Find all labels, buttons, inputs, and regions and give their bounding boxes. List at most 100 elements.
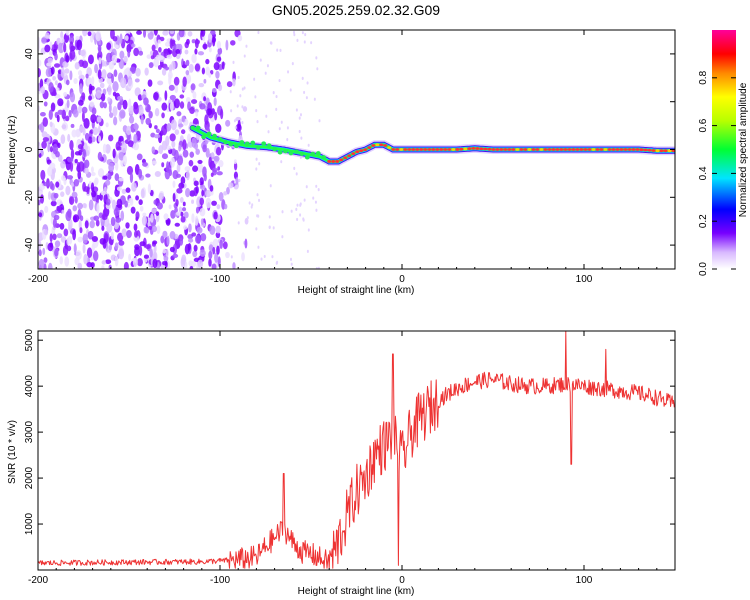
noise-speckle — [119, 50, 125, 59]
colorbar-tick-label: 0.0 — [698, 262, 709, 276]
noise-speckle — [256, 193, 259, 197]
noise-speckle — [214, 111, 218, 121]
signal-peak-dot — [228, 141, 234, 147]
noise-speckle — [114, 242, 119, 250]
noise-speckle — [42, 137, 50, 142]
noise-speckle — [74, 196, 78, 204]
noise-speckle — [241, 121, 244, 125]
noise-speckle — [181, 115, 186, 123]
noise-speckle — [105, 259, 112, 265]
signal-peak-dot — [447, 148, 452, 151]
noise-speckle — [272, 226, 275, 230]
signal-peak-dot — [651, 149, 656, 152]
noise-speckle — [112, 81, 119, 92]
noise-speckle — [47, 166, 53, 177]
signal-peak-dot — [579, 148, 584, 151]
noise-speckle — [124, 35, 129, 41]
noise-speckle — [237, 119, 241, 131]
signal-peak-dot — [615, 148, 620, 151]
noise-speckle — [48, 82, 54, 93]
noise-speckle — [306, 81, 309, 85]
noise-speckle — [256, 120, 259, 124]
noise-speckle — [84, 220, 89, 229]
noise-speckle — [246, 216, 249, 220]
noise-speckle — [317, 188, 320, 192]
noise-speckle — [161, 140, 168, 151]
signal-peak-dot — [543, 148, 548, 151]
noise-speckle — [164, 41, 170, 47]
y-tick-label: 0 — [24, 146, 35, 152]
noise-speckle — [97, 69, 102, 80]
noise-speckle — [123, 261, 129, 269]
noise-speckle — [238, 178, 241, 183]
noise-speckle — [233, 161, 238, 171]
noise-speckle — [213, 211, 218, 220]
noise-speckle — [127, 75, 132, 87]
noise-speckle — [52, 218, 57, 228]
noise-speckle — [150, 55, 155, 60]
y-tick-label: 3000 — [24, 421, 35, 444]
noise-speckle — [90, 113, 97, 124]
noise-speckle — [239, 94, 242, 98]
noise-speckle — [242, 106, 248, 112]
noise-speckle — [179, 197, 184, 204]
signal-peak-dot — [603, 148, 608, 151]
noise-speckle — [82, 149, 87, 158]
noise-speckle — [89, 101, 95, 107]
noise-speckle — [128, 253, 132, 262]
noise-speckle — [208, 250, 213, 260]
noise-speckle — [82, 202, 87, 209]
noise-speckle — [102, 238, 107, 249]
noise-speckle — [303, 90, 306, 95]
noise-speckle — [233, 119, 236, 123]
noise-speckle — [69, 49, 76, 60]
signal-peak-dot — [559, 148, 564, 151]
noise-speckle — [122, 99, 128, 110]
noise-speckle — [182, 201, 186, 207]
signal-peak-dot — [583, 148, 588, 151]
noise-speckle — [63, 228, 69, 237]
noise-speckle — [100, 93, 106, 102]
noise-speckle — [98, 57, 102, 65]
noise-speckle — [108, 61, 115, 70]
noise-speckle — [228, 182, 234, 189]
noise-speckle — [215, 123, 222, 134]
noise-speckle — [145, 117, 151, 125]
noise-speckle — [136, 153, 143, 161]
noise-speckle — [208, 47, 212, 53]
noise-speckle — [211, 263, 217, 269]
noise-speckle — [87, 230, 94, 240]
noise-speckle — [142, 162, 148, 167]
noise-speckle — [110, 231, 115, 240]
noise-speckle — [264, 71, 267, 75]
noise-speckle — [88, 54, 94, 65]
noise-speckle — [229, 90, 232, 94]
noise-speckle — [103, 102, 107, 109]
noise-speckle — [172, 253, 179, 259]
noise-speckle — [208, 244, 214, 252]
noise-speckle — [199, 103, 206, 110]
noise-speckle — [116, 198, 123, 209]
noise-speckle — [193, 244, 198, 252]
noise-speckle — [189, 106, 195, 114]
signal-peak-dot — [619, 148, 624, 151]
noise-speckle — [40, 169, 46, 181]
noise-speckle — [127, 140, 134, 148]
noise-speckle — [136, 257, 143, 267]
noise-speckle — [265, 114, 268, 118]
noise-speckle — [138, 245, 143, 256]
noise-speckle — [114, 173, 120, 182]
signal-peak-dot — [639, 148, 644, 152]
noise-speckle — [146, 54, 152, 59]
noise-speckle — [130, 206, 136, 214]
noise-speckle — [104, 179, 111, 186]
noise-speckle — [60, 31, 64, 39]
signal-peak-dot — [347, 154, 352, 158]
noise-speckle — [179, 94, 185, 99]
signal-peak-dot — [304, 155, 310, 160]
noise-speckle — [165, 219, 171, 226]
noise-speckle — [131, 182, 137, 192]
noise-speckle — [91, 136, 96, 143]
noise-speckle — [67, 208, 72, 218]
